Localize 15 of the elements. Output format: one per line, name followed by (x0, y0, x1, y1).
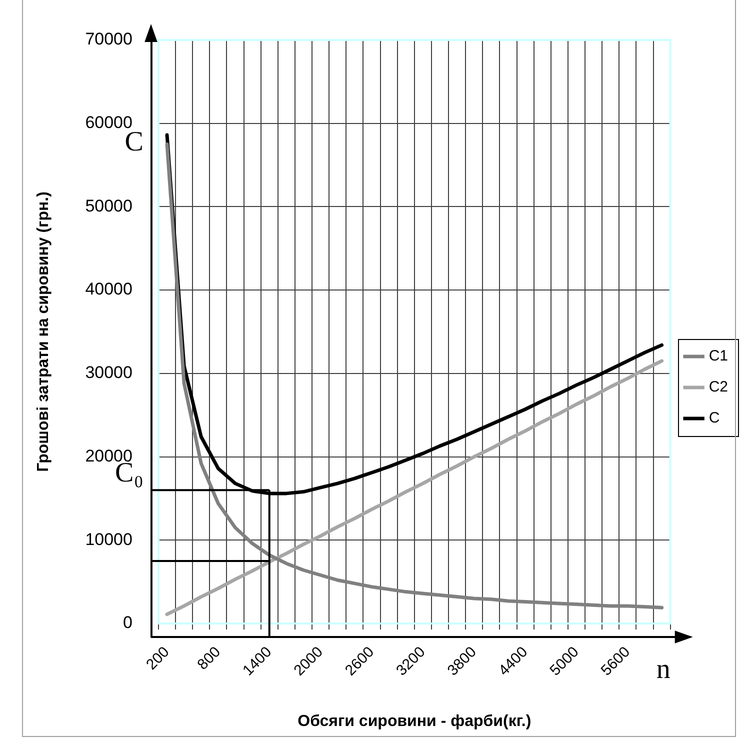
text: n (656, 654, 670, 685)
y-tick-label: 40000 (85, 280, 132, 299)
x-axis-title: Обсяги сировини - фарби(кг.) (298, 712, 532, 730)
y-tick-label: 70000 (85, 30, 132, 49)
x-tick-label: 200 (143, 644, 173, 674)
y-tick-label: 10000 (85, 530, 132, 549)
y-tick-label: 30000 (85, 363, 132, 382)
legend-label: C (708, 410, 720, 427)
x-tick-label: 800 (194, 644, 224, 674)
y-axis-title: Грошові затрати на сировину (грн.) (35, 192, 52, 472)
y-tick-label: 50000 (85, 196, 132, 216)
y-tick-label: 60000 (85, 113, 132, 132)
legend-label: C1 (708, 348, 728, 365)
legend-label: C2 (708, 378, 728, 396)
y-tick-label: 0 (123, 613, 132, 632)
